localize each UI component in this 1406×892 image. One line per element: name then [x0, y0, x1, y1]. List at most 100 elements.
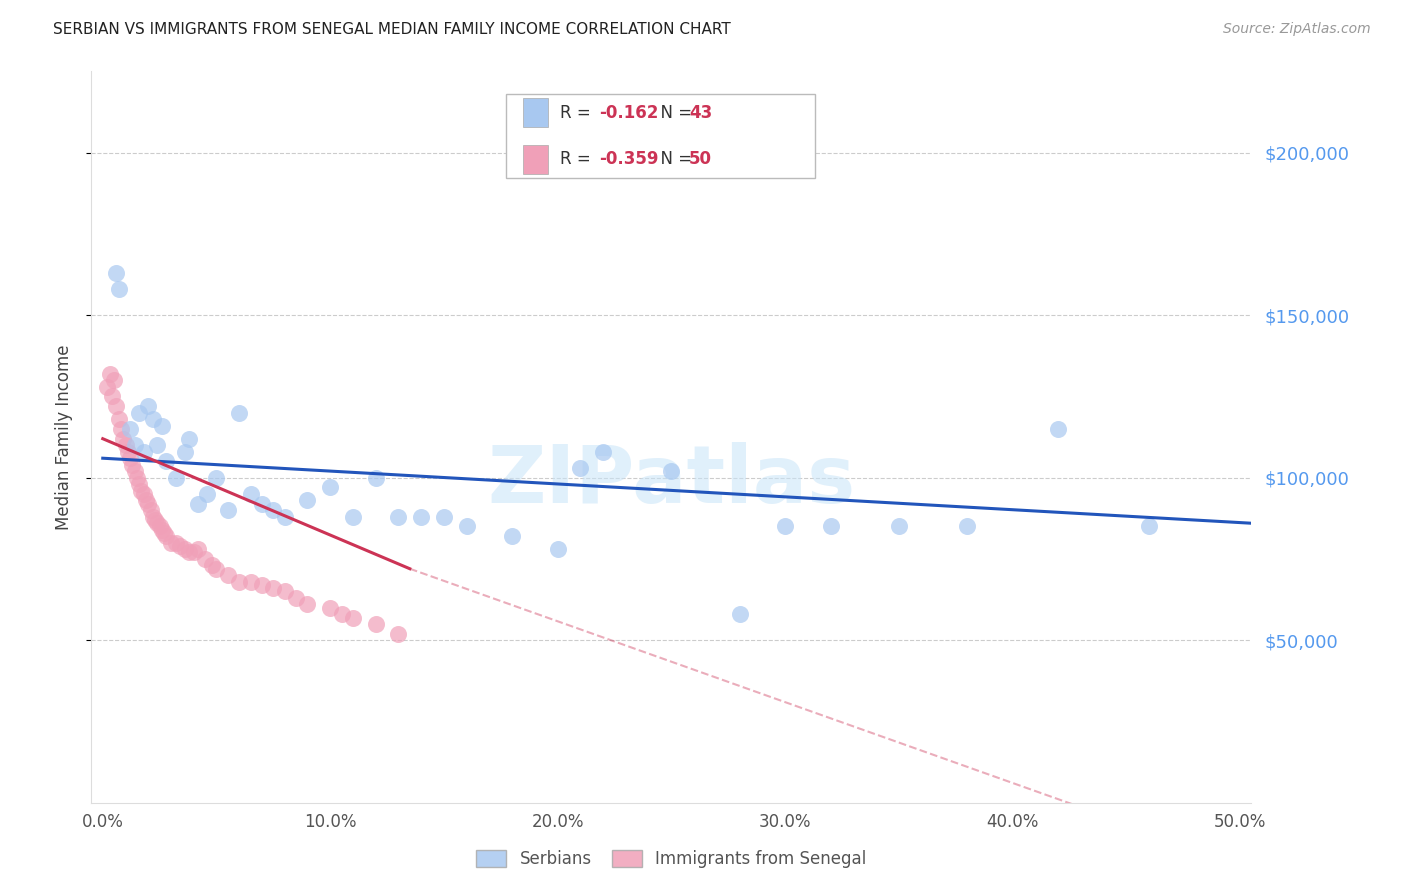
Point	[569, 461, 592, 475]
Point	[142, 412, 165, 426]
Point	[273, 509, 295, 524]
Point	[956, 519, 979, 533]
Point	[820, 519, 842, 533]
Point	[250, 497, 273, 511]
Text: N =: N =	[650, 103, 697, 121]
Point	[160, 535, 183, 549]
Point	[103, 373, 125, 387]
Point	[239, 487, 262, 501]
Point	[728, 607, 751, 622]
Point	[132, 487, 155, 501]
Text: R =: R =	[560, 151, 596, 169]
Point	[501, 529, 523, 543]
Point	[107, 412, 129, 426]
Point	[173, 444, 195, 458]
Point	[105, 399, 128, 413]
Point	[117, 444, 139, 458]
Point	[187, 497, 209, 511]
Point	[179, 545, 201, 559]
Point	[114, 438, 136, 452]
Point	[149, 519, 172, 533]
Point	[165, 535, 187, 549]
Point	[136, 497, 159, 511]
Point	[217, 568, 239, 582]
Point	[142, 509, 165, 524]
Y-axis label: Median Family Income: Median Family Income	[55, 344, 73, 530]
Point	[319, 480, 342, 494]
Point	[128, 477, 150, 491]
Point	[183, 545, 205, 559]
Point	[773, 519, 796, 533]
Point	[262, 503, 284, 517]
Point	[285, 591, 308, 605]
Point	[124, 464, 146, 478]
Point	[195, 487, 219, 501]
Point	[411, 509, 433, 524]
Point	[125, 471, 148, 485]
Point	[228, 406, 250, 420]
Point	[659, 464, 682, 478]
Point	[342, 610, 364, 624]
Point	[250, 578, 273, 592]
Point	[887, 519, 910, 533]
Point	[228, 574, 250, 589]
Point	[201, 558, 224, 573]
Point	[135, 493, 157, 508]
Text: Source: ZipAtlas.com: Source: ZipAtlas.com	[1223, 22, 1371, 37]
Legend: Serbians, Immigrants from Senegal: Serbians, Immigrants from Senegal	[470, 844, 873, 875]
Point	[155, 454, 177, 468]
Point	[132, 444, 155, 458]
Point	[136, 399, 159, 413]
Point	[124, 438, 146, 452]
Point	[146, 438, 169, 452]
Point	[297, 598, 319, 612]
Point	[121, 458, 143, 472]
Point	[1046, 422, 1069, 436]
Point	[364, 471, 387, 485]
Point	[187, 542, 209, 557]
Text: -0.162: -0.162	[599, 103, 658, 121]
Text: ZIPatlas: ZIPatlas	[488, 442, 855, 520]
Point	[205, 471, 228, 485]
Point	[433, 509, 456, 524]
Point	[387, 626, 409, 640]
Point	[153, 526, 176, 541]
Point	[101, 389, 124, 403]
Point	[131, 483, 153, 498]
Point	[128, 406, 150, 420]
Point	[105, 266, 128, 280]
Point	[592, 444, 614, 458]
Text: N =: N =	[650, 151, 697, 169]
Point	[150, 523, 173, 537]
Point	[205, 562, 228, 576]
Point	[169, 539, 191, 553]
Point	[146, 516, 169, 531]
Point	[173, 542, 195, 557]
Point	[150, 418, 173, 433]
Point	[342, 509, 364, 524]
Text: SERBIAN VS IMMIGRANTS FROM SENEGAL MEDIAN FAMILY INCOME CORRELATION CHART: SERBIAN VS IMMIGRANTS FROM SENEGAL MEDIA…	[53, 22, 731, 37]
Point	[364, 617, 387, 632]
Point	[262, 581, 284, 595]
Point	[120, 422, 141, 436]
Text: -0.359: -0.359	[599, 151, 658, 169]
Point	[107, 282, 129, 296]
Point	[155, 529, 177, 543]
Text: 50: 50	[689, 151, 711, 169]
Text: 43: 43	[689, 103, 713, 121]
Point	[319, 600, 342, 615]
Point	[297, 493, 319, 508]
Point	[1137, 519, 1160, 533]
Point	[330, 607, 353, 622]
Point	[139, 503, 162, 517]
Point	[112, 432, 135, 446]
Point	[179, 432, 201, 446]
Text: R =: R =	[560, 103, 596, 121]
Point	[143, 513, 166, 527]
Point	[217, 503, 239, 517]
Point	[165, 471, 187, 485]
Point	[194, 552, 217, 566]
Point	[96, 380, 118, 394]
Point	[387, 509, 409, 524]
Point	[273, 584, 295, 599]
